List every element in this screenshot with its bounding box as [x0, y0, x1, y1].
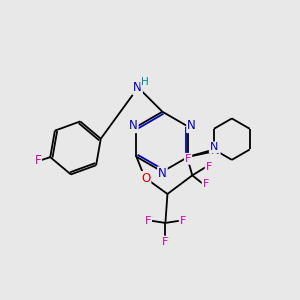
Text: N: N [158, 167, 167, 180]
Text: F: F [162, 237, 169, 247]
Text: F: F [206, 162, 212, 172]
Text: F: F [180, 216, 186, 226]
Text: F: F [185, 154, 191, 164]
Text: F: F [202, 178, 209, 189]
Text: O: O [141, 172, 150, 185]
Text: N: N [187, 119, 196, 132]
Text: F: F [34, 154, 41, 167]
Text: N: N [133, 81, 142, 94]
Text: H: H [141, 77, 149, 87]
Text: N: N [129, 119, 138, 132]
Text: N: N [211, 144, 220, 157]
Text: F: F [145, 216, 151, 226]
Text: N: N [210, 142, 218, 152]
